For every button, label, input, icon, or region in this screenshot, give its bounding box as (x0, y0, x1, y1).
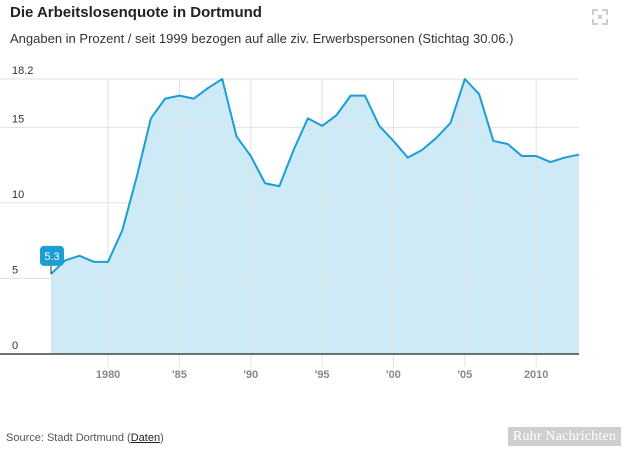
data-point (235, 134, 239, 138)
data-point (149, 116, 153, 120)
callout-label: 5.3 (44, 251, 59, 263)
data-point (520, 154, 524, 158)
source-data-link[interactable]: Daten (130, 432, 161, 444)
data-point (577, 153, 581, 157)
data-point (78, 254, 82, 258)
data-point (306, 116, 310, 120)
data-point (163, 97, 167, 101)
x-tick-label: 1980 (96, 369, 120, 381)
data-point (120, 228, 124, 232)
data-point (477, 92, 481, 96)
data-point (263, 181, 267, 185)
x-tick-label: '95 (315, 369, 330, 381)
y-tick-label: 15 (12, 113, 24, 125)
series-line (50, 78, 580, 275)
data-point (249, 154, 253, 158)
data-point (192, 97, 196, 101)
x-tick-label: '05 (457, 369, 472, 381)
data-point (420, 148, 424, 152)
data-point (506, 142, 510, 146)
chart-subtitle: Angaben in Prozent / seit 1999 bezogen a… (10, 31, 514, 46)
data-point (334, 113, 338, 117)
y-tick-label: 18.2 (12, 65, 33, 77)
data-point (206, 86, 210, 90)
source-suffix: ) (160, 432, 164, 444)
x-tick-label: '00 (386, 369, 401, 381)
data-point (534, 154, 538, 158)
start-value-callout: 5.3 (40, 245, 64, 274)
data-point (406, 156, 410, 160)
callout-box (40, 245, 64, 266)
data-point (363, 94, 367, 98)
data-point (563, 156, 567, 160)
data-point (106, 260, 110, 264)
data-point (377, 124, 381, 128)
source-note: Source: Stadt Dortmund (Daten) (6, 432, 164, 444)
data-point (434, 136, 438, 140)
data-point (349, 94, 353, 98)
y-tick-label: 0 (12, 340, 18, 352)
data-point (491, 139, 495, 143)
data-point (92, 260, 96, 264)
source-prefix: Source: Stadt Dortmund ( (6, 432, 131, 444)
data-point (220, 77, 224, 81)
data-point (292, 148, 296, 152)
chart-title: Die Arbeitslosenquote in Dortmund (10, 4, 262, 21)
data-point (548, 160, 552, 164)
x-tick-label: 2010 (524, 369, 548, 381)
series-area (51, 79, 579, 354)
brand-logo: Ruhr Nachrichten (508, 427, 621, 446)
data-point (177, 94, 181, 98)
y-tick-label: 5 (12, 264, 18, 276)
data-point (277, 184, 281, 188)
chart-svg: 0 5 10 15 18.2 1980 '85 '90 '95 '00 '05 2010 5.3 (0, 65, 581, 381)
data-point (135, 175, 139, 179)
x-tick-label: '90 (243, 369, 258, 381)
y-tick-label: 10 (12, 189, 24, 201)
expand-icon[interactable] (590, 7, 610, 27)
data-point (391, 139, 395, 143)
x-tick-label: '85 (172, 369, 187, 381)
data-point (463, 77, 467, 81)
data-point (320, 124, 324, 128)
data-point (449, 121, 453, 125)
